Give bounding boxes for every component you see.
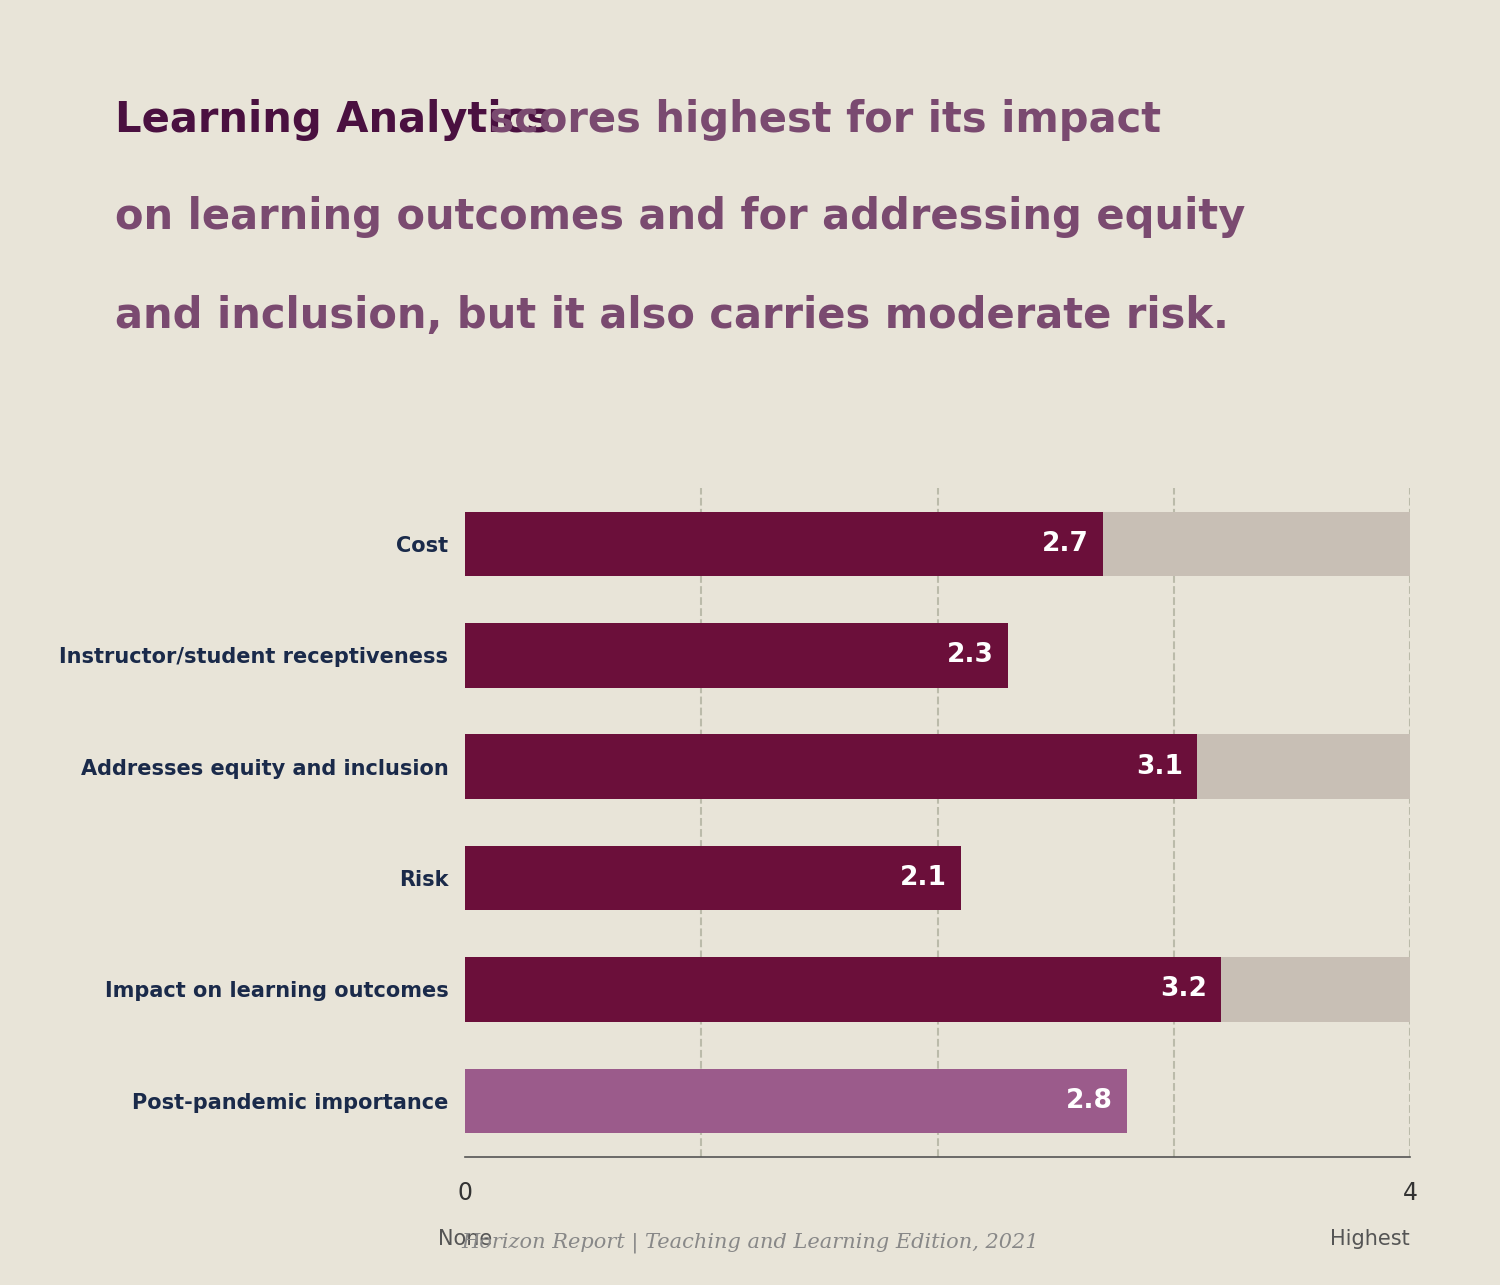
Bar — [465, 957, 1410, 1022]
Bar — [465, 511, 1102, 576]
Text: and inclusion, but it also carries moderate risk.: and inclusion, but it also carries moder… — [114, 296, 1228, 337]
Text: 4: 4 — [1402, 1181, 1417, 1205]
Text: Horizon Report | Teaching and Learning Edition, 2021: Horizon Report | Teaching and Learning E… — [462, 1232, 1038, 1253]
Text: 2.8: 2.8 — [1065, 1088, 1113, 1114]
Text: 2.3: 2.3 — [948, 642, 994, 668]
Text: 2.1: 2.1 — [900, 865, 946, 891]
Text: 3.2: 3.2 — [1160, 977, 1208, 1002]
Text: on learning outcomes and for addressing equity: on learning outcomes and for addressing … — [114, 195, 1245, 238]
Text: Learning Analytics: Learning Analytics — [114, 99, 550, 141]
Bar — [465, 846, 962, 910]
Text: None: None — [438, 1228, 492, 1249]
Bar — [465, 735, 1410, 799]
Text: 3.1: 3.1 — [1136, 754, 1184, 780]
Bar — [465, 511, 1410, 576]
Text: 0: 0 — [458, 1181, 472, 1205]
Bar — [465, 1069, 1126, 1133]
Bar — [465, 957, 1221, 1022]
Text: Highest: Highest — [1330, 1228, 1410, 1249]
Text: scores highest for its impact: scores highest for its impact — [476, 99, 1161, 141]
Bar — [465, 623, 1008, 687]
Text: 2.7: 2.7 — [1042, 531, 1089, 556]
Bar — [465, 735, 1197, 799]
